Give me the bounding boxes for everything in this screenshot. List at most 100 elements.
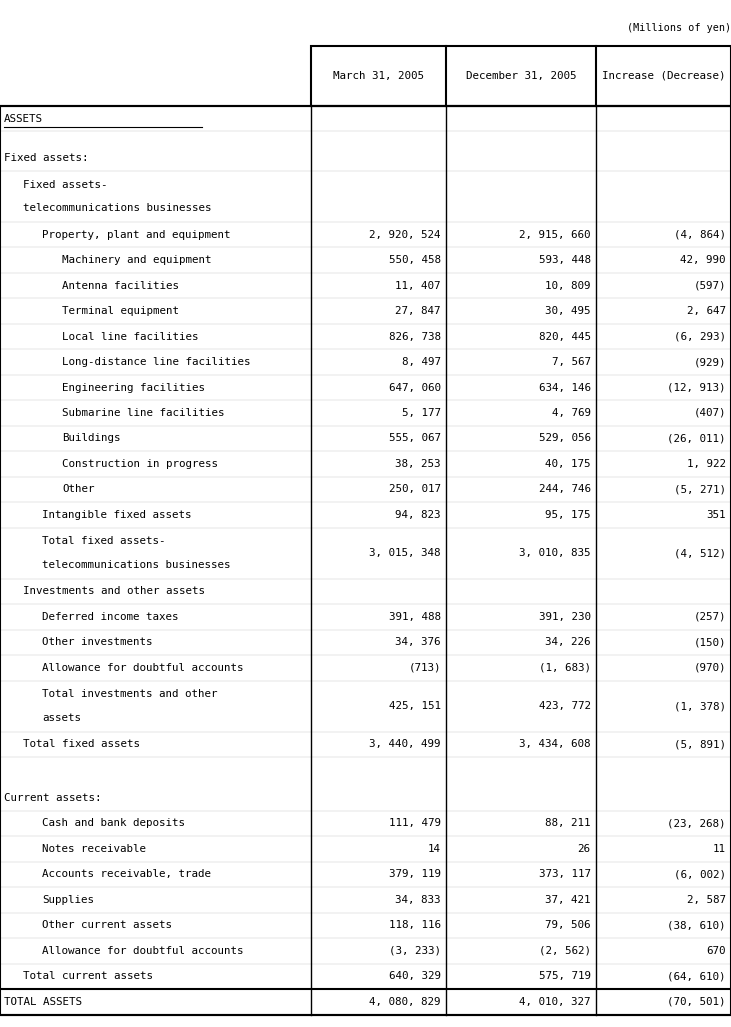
Text: 26: 26	[577, 844, 591, 854]
Text: 555, 067: 555, 067	[389, 433, 441, 444]
Text: 14: 14	[428, 844, 441, 854]
Text: 423, 772: 423, 772	[539, 701, 591, 711]
Text: (2, 562): (2, 562)	[539, 946, 591, 956]
Text: Other current assets: Other current assets	[42, 920, 173, 930]
Text: Fixed assets-: Fixed assets-	[23, 180, 108, 190]
Text: Engineering facilities: Engineering facilities	[62, 382, 205, 392]
Text: Deferred income taxes: Deferred income taxes	[42, 612, 179, 622]
Text: Antenna facilities: Antenna facilities	[62, 280, 179, 291]
Text: 4, 769: 4, 769	[552, 408, 591, 418]
Text: (Millions of yen): (Millions of yen)	[627, 23, 731, 33]
Text: 94, 823: 94, 823	[395, 510, 441, 520]
Text: Submarine line facilities: Submarine line facilities	[62, 408, 224, 418]
Text: 34, 833: 34, 833	[395, 895, 441, 905]
Text: 2, 647: 2, 647	[687, 306, 726, 316]
Text: telecommunications businesses: telecommunications businesses	[23, 203, 212, 213]
Text: (6, 002): (6, 002)	[674, 870, 726, 879]
Text: 425, 151: 425, 151	[389, 701, 441, 711]
Text: Total current assets: Total current assets	[23, 972, 154, 982]
Text: (150): (150)	[694, 638, 726, 647]
Text: 391, 488: 391, 488	[389, 612, 441, 622]
Text: Property, plant and equipment: Property, plant and equipment	[42, 229, 231, 239]
Text: Accounts receivable, trade: Accounts receivable, trade	[42, 870, 211, 879]
Text: 1, 922: 1, 922	[687, 459, 726, 469]
Text: (407): (407)	[694, 408, 726, 418]
Text: (1, 683): (1, 683)	[539, 663, 591, 673]
Text: 5, 177: 5, 177	[402, 408, 441, 418]
Text: (597): (597)	[694, 280, 726, 291]
Text: Notes receivable: Notes receivable	[42, 844, 146, 854]
Text: Terminal equipment: Terminal equipment	[62, 306, 179, 316]
Text: Fixed assets:: Fixed assets:	[4, 153, 88, 163]
Text: Long-distance line facilities: Long-distance line facilities	[62, 357, 251, 367]
Text: 593, 448: 593, 448	[539, 255, 591, 265]
Text: Intangible fixed assets: Intangible fixed assets	[42, 510, 192, 520]
Bar	[311, 46, 731, 106]
Text: Total investments and other: Total investments and other	[42, 689, 218, 699]
Text: (929): (929)	[694, 357, 726, 367]
Text: Increase (Decrease): Increase (Decrease)	[602, 71, 725, 81]
Text: 111, 479: 111, 479	[389, 819, 441, 829]
Text: 38, 253: 38, 253	[395, 459, 441, 469]
Text: assets: assets	[42, 713, 81, 723]
Text: (6, 293): (6, 293)	[674, 332, 726, 342]
Text: 27, 847: 27, 847	[395, 306, 441, 316]
Text: (12, 913): (12, 913)	[667, 382, 726, 392]
Text: (3, 233): (3, 233)	[389, 946, 441, 956]
Text: 575, 719: 575, 719	[539, 972, 591, 982]
Text: 2, 915, 660: 2, 915, 660	[519, 229, 591, 239]
Text: 2, 920, 524: 2, 920, 524	[369, 229, 441, 239]
Text: 379, 119: 379, 119	[389, 870, 441, 879]
Text: (70, 501): (70, 501)	[667, 997, 726, 1006]
Text: (4, 864): (4, 864)	[674, 229, 726, 239]
Text: (64, 610): (64, 610)	[667, 972, 726, 982]
Text: 351: 351	[706, 510, 726, 520]
Text: (713): (713)	[409, 663, 441, 673]
Text: 10, 809: 10, 809	[545, 280, 591, 291]
Text: Local line facilities: Local line facilities	[62, 332, 199, 342]
Text: 34, 376: 34, 376	[395, 638, 441, 647]
Text: 118, 116: 118, 116	[389, 920, 441, 930]
Text: (23, 268): (23, 268)	[667, 819, 726, 829]
Text: 391, 230: 391, 230	[539, 612, 591, 622]
Text: (4, 512): (4, 512)	[674, 548, 726, 559]
Text: 40, 175: 40, 175	[545, 459, 591, 469]
Bar	[0, 106, 731, 1015]
Text: TOTAL ASSETS: TOTAL ASSETS	[4, 997, 82, 1006]
Text: 3, 010, 835: 3, 010, 835	[519, 548, 591, 559]
Text: 4, 010, 327: 4, 010, 327	[519, 997, 591, 1006]
Text: 529, 056: 529, 056	[539, 433, 591, 444]
Text: March 31, 2005: March 31, 2005	[333, 71, 424, 81]
Text: 95, 175: 95, 175	[545, 510, 591, 520]
Text: 820, 445: 820, 445	[539, 332, 591, 342]
Text: Cash and bank deposits: Cash and bank deposits	[42, 819, 186, 829]
Text: December 31, 2005: December 31, 2005	[466, 71, 576, 81]
Text: 30, 495: 30, 495	[545, 306, 591, 316]
Text: 826, 738: 826, 738	[389, 332, 441, 342]
Text: 2, 587: 2, 587	[687, 895, 726, 905]
Text: 8, 497: 8, 497	[402, 357, 441, 367]
Text: 647, 060: 647, 060	[389, 382, 441, 392]
Text: 3, 440, 499: 3, 440, 499	[369, 739, 441, 750]
Text: (38, 610): (38, 610)	[667, 920, 726, 930]
Text: 373, 117: 373, 117	[539, 870, 591, 879]
Text: Machinery and equipment: Machinery and equipment	[62, 255, 212, 265]
Text: Supplies: Supplies	[42, 895, 94, 905]
Text: 3, 015, 348: 3, 015, 348	[369, 548, 441, 559]
Text: Investments and other assets: Investments and other assets	[23, 586, 205, 597]
Text: Buildings: Buildings	[62, 433, 121, 444]
Text: Total fixed assets: Total fixed assets	[23, 739, 140, 750]
Text: (1, 378): (1, 378)	[674, 701, 726, 711]
Text: (5, 271): (5, 271)	[674, 485, 726, 494]
Text: (5, 891): (5, 891)	[674, 739, 726, 750]
Text: 37, 421: 37, 421	[545, 895, 591, 905]
Text: Current assets:: Current assets:	[4, 793, 101, 803]
Text: 3, 434, 608: 3, 434, 608	[519, 739, 591, 750]
Text: 34, 226: 34, 226	[545, 638, 591, 647]
Text: 11: 11	[713, 844, 726, 854]
Text: Other: Other	[62, 485, 94, 494]
Text: 79, 506: 79, 506	[545, 920, 591, 930]
Text: Construction in progress: Construction in progress	[62, 459, 218, 469]
Text: 88, 211: 88, 211	[545, 819, 591, 829]
Text: (257): (257)	[694, 612, 726, 622]
